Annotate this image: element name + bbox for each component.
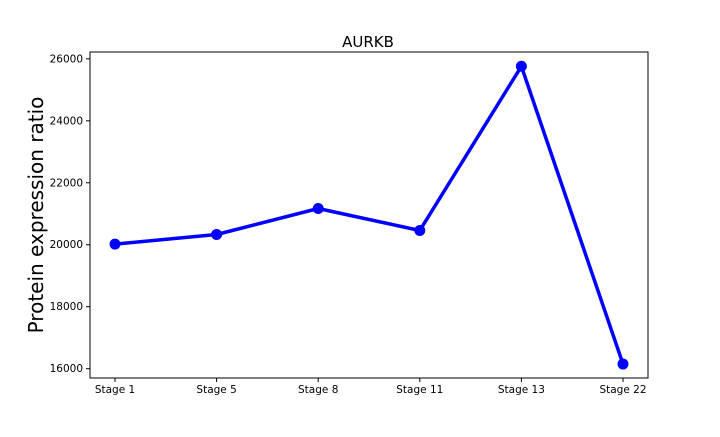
data-point xyxy=(211,229,223,241)
x-tick-label: Stage 5 xyxy=(196,384,236,396)
y-axis-ticks: 16000 18000 20000 22000 24000 26000 xyxy=(50,53,90,375)
data-point xyxy=(414,224,426,236)
series-line xyxy=(113,64,625,366)
y-tick-label: 26000 xyxy=(50,53,83,65)
data-point xyxy=(515,60,527,72)
y-tick-label: 24000 xyxy=(50,115,83,127)
chart-title: AURKB xyxy=(342,33,394,51)
x-tick-label: Stage 13 xyxy=(498,384,545,396)
x-tick-label: Stage 1 xyxy=(95,384,135,396)
y-tick-label: 18000 xyxy=(50,301,83,313)
data-point xyxy=(312,202,324,214)
y-axis-label: Protein expression ratio xyxy=(24,97,48,334)
plot-frame xyxy=(89,51,649,379)
x-axis-ticks: Stage 1 Stage 5 Stage 8 Stage 11 Stage 13 Sta… xyxy=(95,378,647,396)
series-layer xyxy=(109,60,629,370)
y-tick-label: 20000 xyxy=(50,239,83,251)
y-tick-label: 16000 xyxy=(50,363,83,375)
data-point xyxy=(109,238,121,250)
x-tick-label: Stage 8 xyxy=(298,384,338,396)
x-tick-label: Stage 22 xyxy=(599,384,646,396)
x-tick-label: Stage 11 xyxy=(396,384,443,396)
y-tick-label: 22000 xyxy=(50,177,83,189)
data-point xyxy=(617,358,629,370)
